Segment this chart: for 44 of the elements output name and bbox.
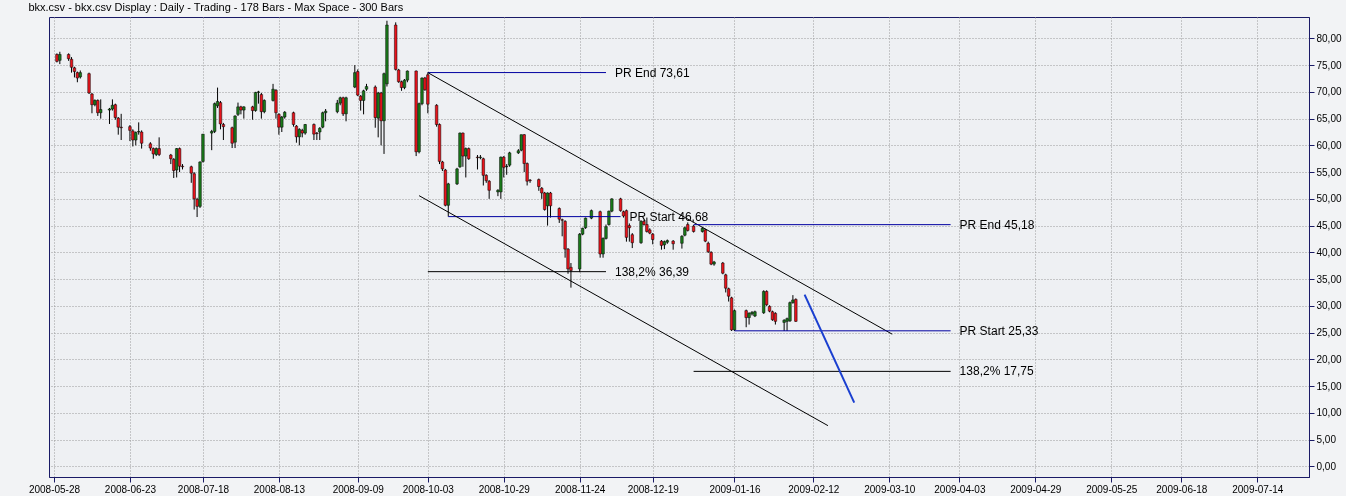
y-tick-label: 5,00 xyxy=(1316,434,1337,446)
x-tick-label: 2009-04-29 xyxy=(1010,483,1062,495)
y-tick-label: 0,00 xyxy=(1316,460,1337,472)
y-tick-label: 30,00 xyxy=(1316,300,1342,312)
y-tick-label: 20,00 xyxy=(1316,353,1342,365)
x-tick-label: 2009-05-25 xyxy=(1086,483,1138,495)
y-tick-label: 15,00 xyxy=(1316,380,1342,392)
x-tick-label: 2009-02-12 xyxy=(788,483,840,495)
x-tick-label: 2008-12-19 xyxy=(627,483,680,495)
candlestick xyxy=(794,297,798,323)
candlestick xyxy=(128,124,132,142)
x-tick-label: 2009-07-14 xyxy=(1232,483,1284,495)
x-tick-label: 2009-01-16 xyxy=(709,483,761,495)
x-tick-label: 2009-04-03 xyxy=(934,483,986,495)
y-tick-label: 25,00 xyxy=(1316,327,1342,339)
y-tick-label: 60,00 xyxy=(1316,139,1342,151)
y-tick-label: 65,00 xyxy=(1316,113,1342,125)
y-tick-label: 70,00 xyxy=(1316,86,1342,98)
chart-title: bkx.csv - bkx.csv Display : Daily - Trading - 178 Bars - Max Space - 300 Bars xyxy=(28,1,404,13)
candlestick xyxy=(175,147,179,178)
x-tick-label: 2008-09-09 xyxy=(332,483,385,495)
x-tick-label: 2009-03-10 xyxy=(864,483,916,495)
y-tick-label: 10,00 xyxy=(1316,407,1342,419)
x-tick-label: 2008-11-24 xyxy=(554,483,606,495)
x-tick-label: 2009-06-18 xyxy=(1156,483,1208,495)
x-tick-label: 2008-06-23 xyxy=(104,483,157,495)
y-tick-label: 80,00 xyxy=(1316,32,1342,44)
series-label: PR Start 25,33 xyxy=(959,323,1039,338)
x-tick-label: 2008-08-13 xyxy=(253,483,306,495)
x-tick-label: 2008-10-03 xyxy=(402,483,455,495)
y-tick-label: 40,00 xyxy=(1316,246,1342,258)
series-label: PR End 45,18 xyxy=(959,217,1035,232)
x-tick-label: 2008-10-29 xyxy=(478,483,531,495)
candlestick xyxy=(782,318,786,332)
series-label: 138,2% 36,39 xyxy=(614,264,690,279)
y-tick-label: 75,00 xyxy=(1316,59,1342,71)
x-tick-label: 2008-07-18 xyxy=(177,483,230,495)
x-tick-label: 2008-05-28 xyxy=(28,483,81,495)
series-label: 138,2% 17,75 xyxy=(959,364,1034,379)
y-tick-label: 35,00 xyxy=(1316,273,1342,285)
y-tick-label: 45,00 xyxy=(1316,220,1342,232)
y-tick-label: 50,00 xyxy=(1316,193,1342,205)
series-label: PR End 73,61 xyxy=(614,65,691,80)
y-tick-label: 55,00 xyxy=(1316,166,1342,178)
